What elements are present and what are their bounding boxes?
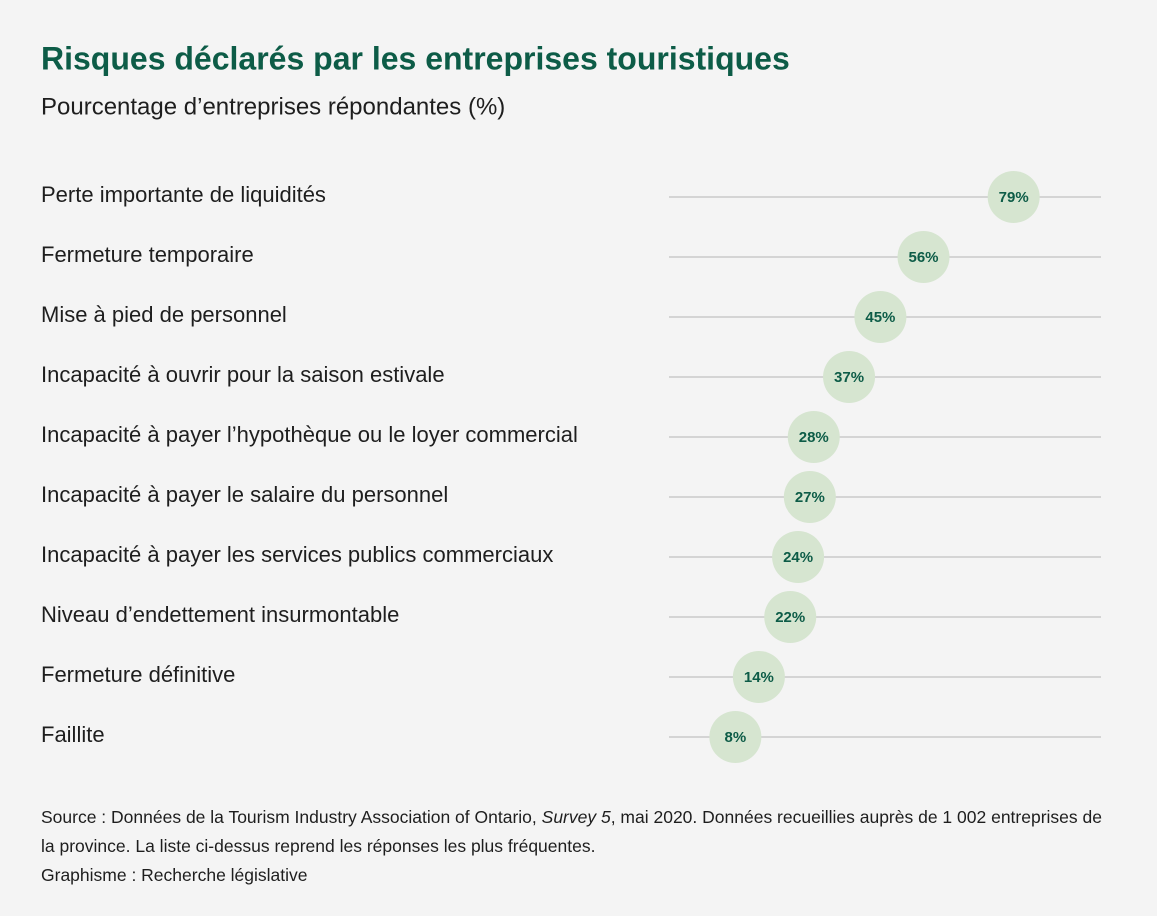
value-label: 14% [744, 669, 774, 686]
dot [823, 351, 876, 403]
category-label: Perte importante de liquidités [41, 182, 326, 207]
dot [897, 231, 950, 283]
chart-title: Risques déclarés par les entreprises tou… [41, 40, 790, 76]
value-label: 45% [865, 309, 895, 326]
value-label: 27% [795, 489, 825, 506]
value-label: 22% [775, 609, 805, 626]
value-label: 56% [909, 249, 939, 266]
category-label: Fermeture définitive [41, 662, 235, 687]
source: Source : Données de la Tourism Industry … [41, 803, 1116, 861]
value-label: 37% [834, 369, 864, 386]
value-label: 28% [799, 429, 829, 446]
category-label: Niveau d’endettement insurmontable [41, 602, 399, 627]
value-label: 79% [999, 189, 1029, 206]
category-label: Incapacité à payer l’hypothèque ou le lo… [41, 422, 578, 447]
source-text: Source : Données de la Tourism Industry … [41, 807, 542, 827]
footer: Source : Données de la Tourism Industry … [41, 803, 1116, 890]
dot [732, 651, 785, 703]
category-label: Fermeture temporaire [41, 242, 254, 267]
dot [787, 411, 840, 463]
category-label: Mise à pied de personnel [41, 302, 287, 327]
value-label: 8% [725, 729, 747, 746]
dot [709, 711, 762, 763]
category-label: Faillite [41, 722, 105, 747]
chart-subtitle: Pourcentage d’entreprises répondantes (%… [41, 93, 505, 120]
dot [987, 171, 1040, 223]
credit: Graphisme : Recherche législative [41, 865, 308, 885]
source-text: , mai 2020. Données recueillies auprès d… [41, 807, 1102, 856]
dot [764, 591, 817, 643]
category-label: Incapacité à ouvrir pour la saison estiv… [41, 362, 445, 387]
value-label: 24% [783, 549, 813, 566]
category-label: Incapacité à payer les services publics … [41, 542, 553, 567]
dot [772, 531, 825, 583]
category-label: Incapacité à payer le salaire du personn… [41, 482, 448, 507]
dot [854, 291, 907, 343]
chart: Risques déclarés par les entreprises tou… [41, 40, 1101, 763]
dot [783, 471, 836, 523]
source-title: Survey 5 [541, 807, 611, 827]
